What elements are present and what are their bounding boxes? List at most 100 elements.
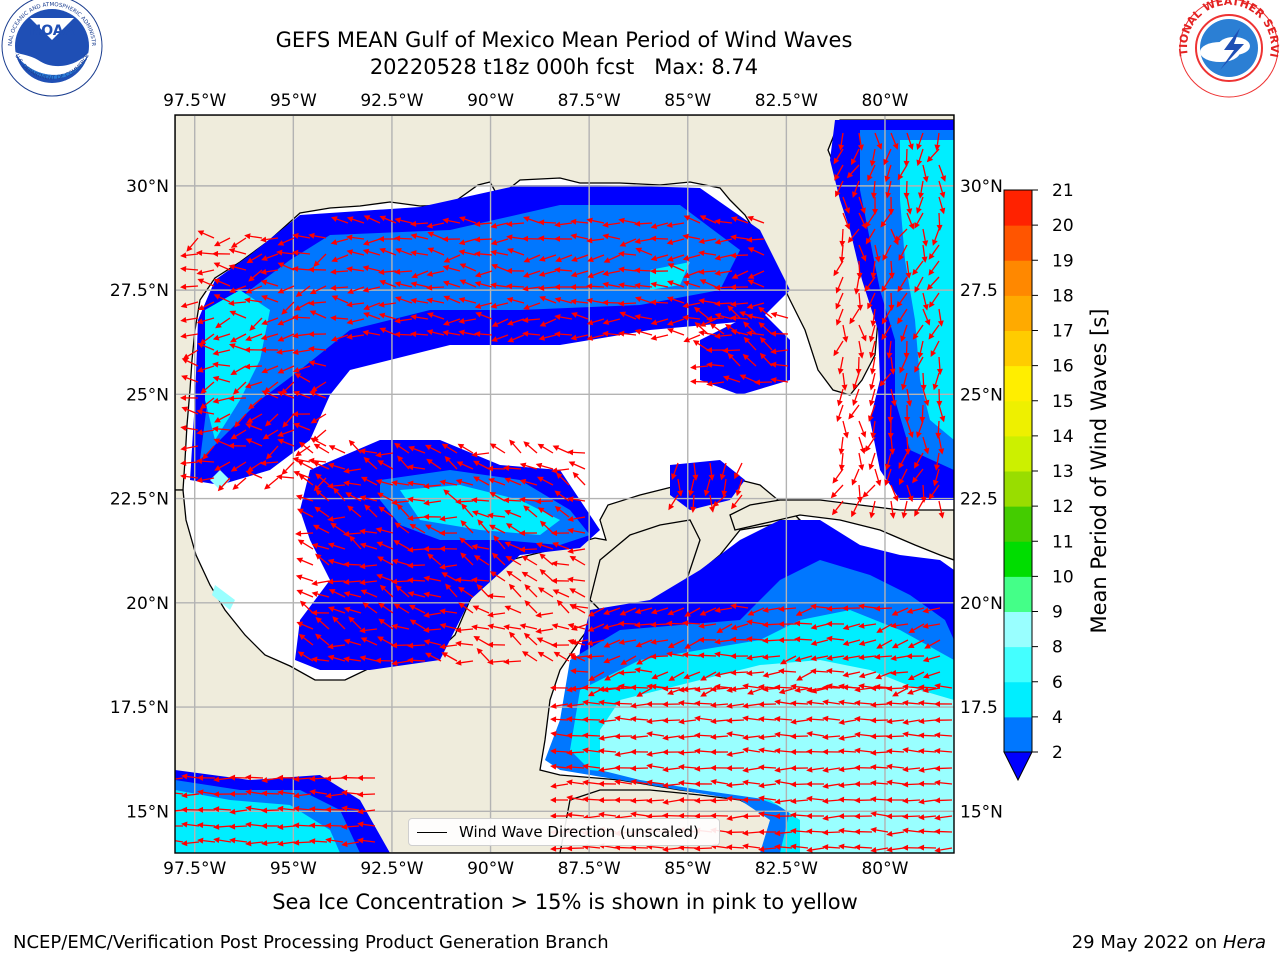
wind-wave-arrow (790, 683, 809, 690)
wind-wave-arrow (587, 254, 605, 263)
wind-wave-arrow (325, 792, 344, 799)
wind-wave-arrow (330, 238, 349, 246)
wind-wave-arrow (245, 840, 264, 847)
wind-wave-arrow (471, 510, 490, 518)
wind-wave-arrow (876, 639, 893, 649)
wind-wave-arrow (889, 436, 896, 455)
wind-wave-arrow (375, 527, 394, 534)
wind-wave-arrow (213, 237, 231, 247)
wind-wave-arrow (570, 668, 589, 675)
colorbar-tick-label: 17 (1052, 322, 1074, 342)
wind-wave-arrow (568, 461, 586, 470)
wind-wave-arrow (586, 653, 605, 660)
wind-wave-arrow (698, 250, 717, 257)
wind-wave-arrow (918, 732, 937, 739)
wind-wave-arrow (196, 317, 215, 325)
wind-wave-arrow (409, 523, 426, 534)
wind-wave-arrow (699, 279, 717, 288)
wind-wave-arrow (778, 687, 797, 695)
wind-wave-arrow (770, 377, 789, 384)
colorbar-tick-label: 16 (1052, 357, 1074, 377)
wind-wave-arrow (646, 750, 665, 757)
wind-wave-arrow (394, 296, 413, 304)
wind-wave-arrow (359, 448, 378, 455)
wind-wave-arrow (212, 425, 231, 432)
wind-wave-arrow (423, 513, 442, 520)
wind-wave-arrow (180, 252, 199, 259)
wind-wave-arrow (858, 420, 867, 438)
wind-wave-arrow (683, 270, 701, 279)
wind-wave-arrow (848, 404, 860, 420)
wind-wave-arrow (598, 780, 617, 787)
wind-wave-arrow (602, 623, 621, 630)
wind-wave-arrow (630, 797, 649, 804)
wind-wave-arrow (884, 164, 892, 183)
wind-wave-arrow (455, 478, 474, 486)
wind-wave-arrow (870, 180, 877, 199)
wind-wave-arrow (393, 540, 410, 550)
wind-wave-arrow (245, 821, 264, 828)
wind-wave-arrow (539, 295, 557, 304)
wind-wave-arrow (327, 578, 346, 585)
wind-wave-arrow (870, 764, 889, 771)
wind-wave-arrow (394, 281, 413, 288)
wind-wave-arrow (343, 638, 362, 646)
wind-wave-arrow (538, 334, 557, 341)
wind-wave-arrow (277, 438, 295, 447)
wind-wave-arrow (902, 747, 921, 754)
wind-wave-arrow (822, 797, 841, 804)
wind-wave-arrow (856, 260, 863, 279)
wind-wave-arrow (213, 823, 232, 830)
wind-wave-arrow (646, 763, 665, 770)
wind-wave-arrow (790, 765, 809, 772)
wind-wave-arrow (710, 797, 729, 804)
wind-wave-arrow (175, 792, 184, 795)
wind-wave-arrow (806, 699, 825, 706)
map-frame (174, 114, 955, 854)
lat-ticks-left: 30°N 27.5°N 25°N 22.5°N 20°N 17.5°N 15°N (110, 177, 169, 822)
wind-wave-arrow (537, 507, 554, 518)
wind-wave-arrow (746, 670, 765, 677)
wind-wave-arrow (936, 388, 943, 407)
wind-wave-arrow (538, 284, 557, 291)
wind-wave-arrow (471, 451, 490, 458)
wind-wave-arrow (310, 381, 327, 392)
wind-wave-arrow (774, 798, 793, 805)
lat-tick-label: 17.5 (960, 698, 998, 718)
wind-wave-arrow (646, 797, 665, 804)
lon-tick-label: 87.5°W (558, 859, 621, 879)
wind-wave-arrow (920, 372, 927, 391)
wind-wave-arrow (474, 221, 493, 228)
wind-wave-arrow (362, 238, 381, 246)
wind-wave-arrow (854, 797, 873, 804)
colorbar-tick-label: 14 (1052, 427, 1074, 447)
wind-wave-arrow (346, 301, 365, 308)
wind-wave-arrow (842, 324, 849, 343)
wind-wave-arrow (619, 238, 637, 247)
wind-wave-arrow (938, 500, 945, 519)
wind-wave-arrow (662, 798, 681, 805)
wind-wave-arrow (694, 732, 713, 739)
wind-wave-arrow (888, 260, 895, 279)
wind-wave-arrow (934, 847, 953, 853)
wind-wave-arrow (379, 247, 397, 256)
wind-wave-arrow (806, 716, 825, 723)
wind-wave-arrow (586, 217, 605, 224)
lon-ticks-bottom: 97.5°W 95°W 92.5°W 90°W 87.5°W 85°W 82.5°W 80°W (163, 859, 908, 879)
wind-wave-arrow (858, 654, 877, 661)
wind-wave-arrow (630, 734, 649, 741)
wind-wave-arrow (570, 298, 589, 305)
wind-wave-arrow (504, 605, 522, 614)
wind-wave-arrow (688, 478, 695, 497)
wind-wave-arrow (181, 792, 200, 799)
wind-wave-arrow (806, 748, 825, 755)
wind-wave-arrow (841, 372, 848, 391)
wind-wave-arrow (614, 764, 633, 771)
wind-wave-arrow (646, 683, 665, 690)
wind-wave-arrow (330, 315, 349, 322)
wind-wave-arrow (570, 334, 589, 341)
wind-wave-arrow (488, 524, 506, 534)
wind-wave-arrow (886, 700, 905, 707)
wind-wave-arrow (650, 653, 669, 660)
wind-wave-arrow (522, 235, 541, 242)
